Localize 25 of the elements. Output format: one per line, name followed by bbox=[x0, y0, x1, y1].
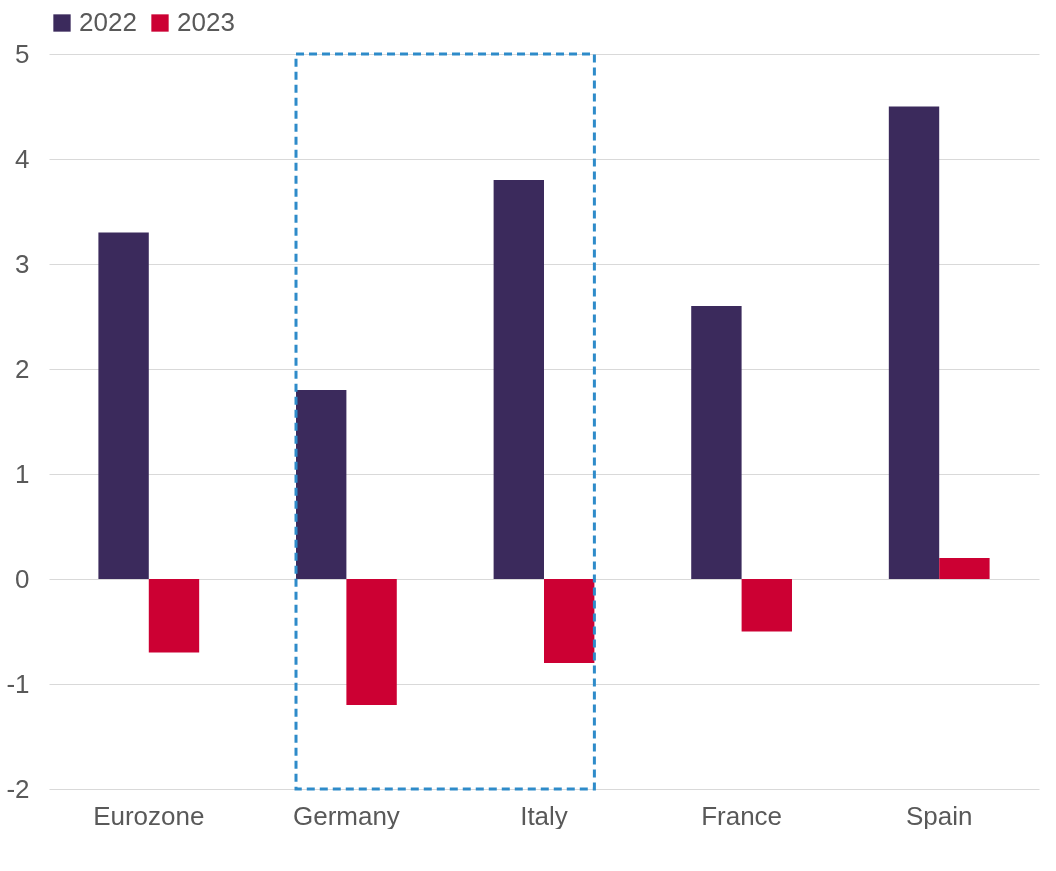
x-tick-label: France bbox=[701, 800, 783, 831]
legend-label: 2022 bbox=[79, 7, 137, 37]
y-tick-label: 4 bbox=[15, 143, 30, 174]
bar bbox=[888, 106, 940, 579]
bar bbox=[296, 390, 347, 579]
bar bbox=[148, 579, 200, 653]
legend-label: 2023 bbox=[177, 7, 235, 37]
y-tick-label: 1 bbox=[15, 458, 30, 489]
bar bbox=[544, 579, 595, 663]
x-tick-label: Eurozone bbox=[93, 800, 205, 831]
y-tick-label: 5 bbox=[15, 38, 30, 69]
y-tick-label: 3 bbox=[15, 248, 30, 279]
x-tick-label: Germany bbox=[292, 800, 400, 831]
bar bbox=[346, 579, 397, 705]
x-tick-label: Italy bbox=[520, 800, 568, 831]
y-tick-label: -1 bbox=[6, 668, 30, 699]
y-tick-label: 2 bbox=[15, 353, 30, 384]
bar bbox=[741, 579, 792, 632]
bar bbox=[98, 232, 149, 579]
x-tick-label: Spain bbox=[905, 800, 973, 831]
bar bbox=[939, 558, 990, 579]
y-tick-label: 0 bbox=[15, 563, 30, 594]
bar bbox=[691, 306, 742, 579]
y-tick-label: -2 bbox=[6, 773, 30, 804]
bar bbox=[493, 180, 544, 579]
